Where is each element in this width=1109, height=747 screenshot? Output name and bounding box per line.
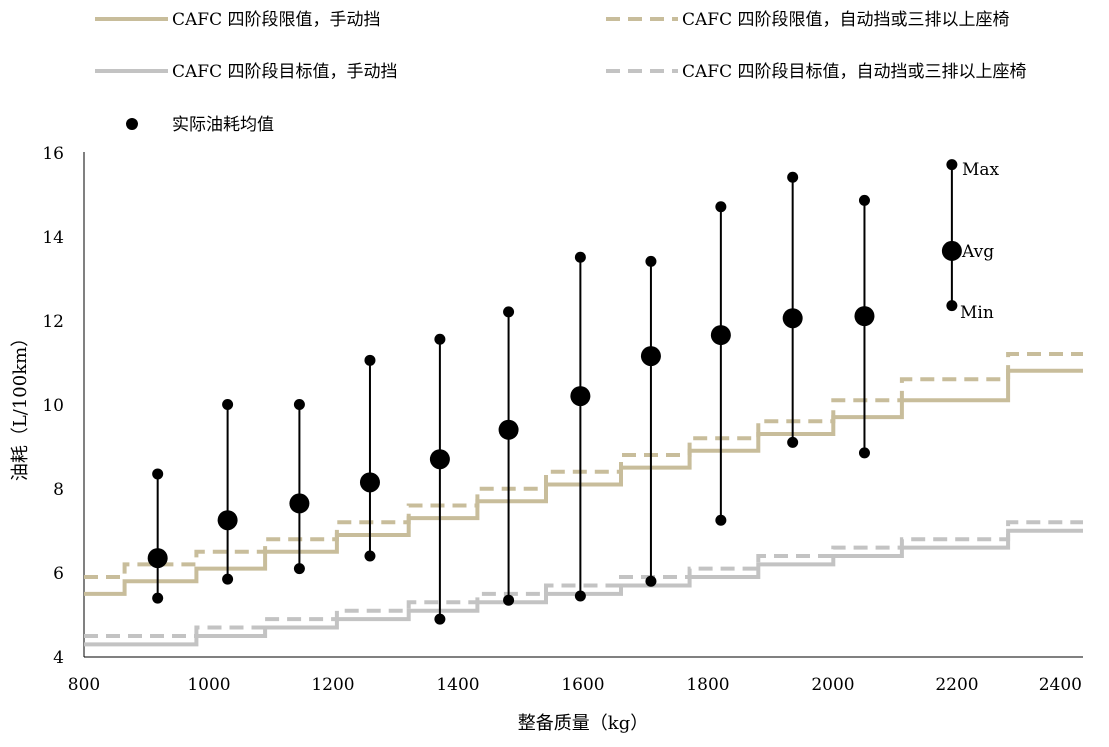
stat-legend-min-point: [946, 300, 958, 312]
min-point: [152, 592, 164, 604]
y-tick-label: 10: [42, 396, 64, 416]
avg-point: [640, 346, 661, 367]
legend: CAFC 四阶段限值，手动挡 CAFC 四阶段限值，自动挡或三排以上座椅 CAF…: [95, 10, 1027, 135]
data-point-group: [289, 399, 310, 575]
min-point: [293, 563, 305, 575]
legend-swatch-points: [126, 118, 138, 130]
avg-point: [359, 472, 380, 493]
avg-point: [429, 449, 450, 470]
x-tick-label: 2000: [811, 675, 854, 695]
avg-point: [289, 493, 310, 514]
y-tick-label: 12: [42, 312, 64, 332]
legend-label-limit-auto: CAFC 四阶段限值，自动挡或三排以上座椅: [682, 10, 1010, 30]
min-point: [574, 590, 586, 602]
points-layer: [147, 171, 875, 625]
stat-legend: Max Avg Min: [941, 159, 1000, 323]
stat-legend-max-point: [946, 159, 958, 171]
avg-point: [710, 325, 731, 346]
data-point-group: [147, 468, 168, 604]
max-point: [858, 194, 870, 206]
y-tick-label: 4: [53, 648, 64, 668]
x-axis-title: 整备质量（kg）: [518, 713, 648, 734]
data-point-group: [217, 399, 238, 585]
avg-point: [498, 419, 519, 440]
legend-label-target-auto: CAFC 四阶段目标值，自动挡或三排以上座椅: [682, 62, 1027, 82]
max-point: [293, 399, 305, 410]
x-tick-label: 1800: [686, 675, 729, 695]
data-point-group: [498, 306, 519, 606]
max-point: [364, 354, 376, 366]
max-point: [434, 333, 446, 345]
avg-point: [217, 510, 238, 531]
legend-label-points: 实际油耗均值: [172, 115, 274, 135]
max-point: [152, 468, 164, 480]
min-point: [364, 550, 376, 562]
x-tick-label: 2200: [935, 675, 978, 695]
y-tick-label: 16: [42, 144, 64, 164]
stat-legend-avg-point: [941, 240, 962, 261]
x-tick-label: 1200: [311, 675, 354, 695]
x-tick-label: 2400: [1039, 675, 1082, 695]
series-line-limit-manual: [84, 368, 1083, 596]
data-point-group: [854, 194, 875, 459]
avg-point: [570, 386, 591, 407]
x-tick-label: 1000: [187, 675, 230, 695]
data-point-group: [359, 354, 380, 562]
axes: [83, 152, 1083, 658]
data-point-group: [429, 333, 450, 625]
stat-legend-marks: [941, 159, 962, 312]
x-tick-label: 1400: [436, 675, 479, 695]
avg-point: [782, 308, 803, 329]
min-point: [645, 575, 657, 587]
max-point: [574, 251, 586, 263]
max-point: [715, 201, 727, 213]
series-line-target-auto: [84, 520, 1083, 638]
y-tick-label: 14: [42, 228, 64, 248]
min-point: [715, 514, 727, 526]
data-point-group: [782, 171, 803, 448]
legend-label-limit-manual: CAFC 四阶段限值，手动挡: [172, 10, 381, 30]
min-point: [787, 436, 799, 448]
legend-label-target-manual: CAFC 四阶段目标值，手动挡: [172, 62, 398, 82]
x-ticks: 800 1000 1200 1400 1600 1800 2000 2200 2…: [68, 675, 1082, 695]
y-tick-label: 6: [53, 564, 64, 584]
x-tick-label: 800: [68, 675, 100, 695]
stat-legend-avg-label: Avg: [961, 242, 994, 262]
x-tick-label: 1600: [561, 675, 604, 695]
data-point-group: [640, 255, 661, 587]
avg-point: [147, 548, 168, 569]
y-tick-label: 8: [53, 480, 64, 500]
max-point: [503, 306, 515, 318]
y-axis-title: 油耗（L/100km）: [10, 329, 31, 481]
data-point-group: [570, 251, 591, 602]
min-point: [503, 594, 515, 606]
data-point-group: [710, 201, 731, 526]
y-ticks: 4 6 8 10 12 14 16: [42, 144, 64, 668]
max-point: [645, 255, 657, 267]
stat-legend-min-label: Min: [960, 303, 994, 323]
min-point: [434, 613, 446, 625]
max-point: [222, 399, 234, 410]
avg-point: [854, 306, 875, 327]
min-point: [222, 573, 234, 585]
series-line-limit-auto: [84, 352, 1083, 579]
max-point: [787, 171, 799, 183]
stat-legend-max-label: Max: [962, 160, 1000, 180]
min-point: [858, 447, 870, 459]
